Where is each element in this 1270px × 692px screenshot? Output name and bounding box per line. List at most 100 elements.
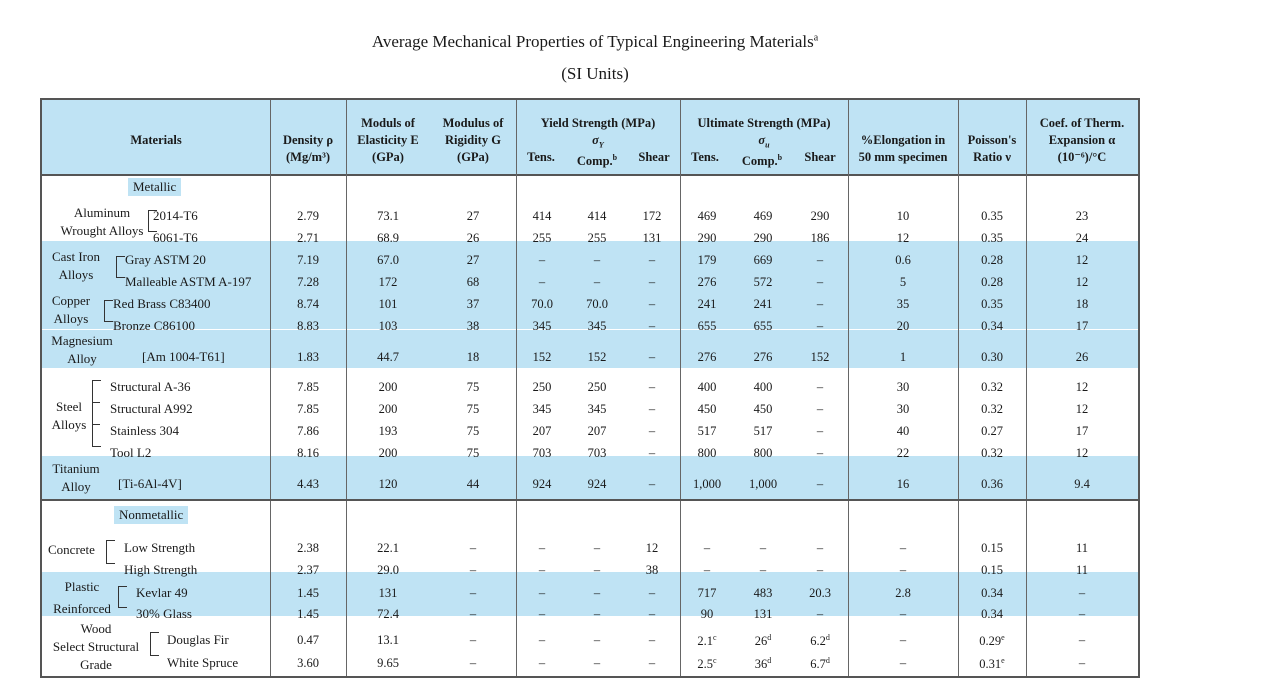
cell-us: –: [816, 607, 824, 621]
cell-d: 2.79: [297, 209, 319, 223]
cell-uc: 450: [753, 402, 773, 416]
cell-yt: 414: [532, 209, 552, 223]
group-aluminum: Aluminum Wrought Alloys: [60, 205, 144, 238]
cell-ys: –: [648, 424, 656, 438]
cell-uc: 655: [753, 319, 773, 333]
cell-el: 20: [896, 319, 910, 333]
cell-uc: 26d: [754, 633, 772, 649]
material-name: Gray ASTM 20: [125, 252, 206, 267]
cell-d: 2.38: [297, 541, 319, 555]
group-magnesium: Magnesium Alloy: [51, 333, 113, 366]
cell-g: –: [469, 607, 477, 621]
cell-us: 152: [810, 350, 830, 364]
header-elongation: %Elongation in 50 mm specimen: [858, 133, 948, 164]
header-yield-strength: Yield Strength (MPa) σY: [540, 116, 656, 150]
cell-nu: 0.30: [981, 350, 1003, 364]
cell-yt: 207: [532, 424, 552, 438]
cell-e: 13.1: [377, 633, 399, 647]
cell-a: –: [1078, 586, 1086, 600]
cell-a: 12: [1075, 380, 1089, 394]
cell-g: 68: [466, 275, 480, 289]
cell-ut: 276: [697, 350, 717, 364]
cell-us: 20.3: [809, 586, 831, 600]
cell-yc: –: [593, 563, 601, 577]
material-name: 30% Glass: [136, 606, 192, 621]
cell-uc: 400: [753, 380, 773, 394]
material-name: Malleable ASTM A-197: [125, 274, 252, 289]
cell-nu: 0.35: [981, 209, 1003, 223]
cell-ut: 450: [697, 402, 717, 416]
cell-nu: 0.32: [981, 446, 1003, 460]
header-ult-comp: Comp.b: [741, 153, 783, 169]
bracket-plastic: [118, 586, 127, 608]
cell-g: –: [469, 586, 477, 600]
cell-el: –: [899, 656, 907, 670]
cell-yt: –: [538, 586, 546, 600]
cell-e: 67.0: [377, 253, 399, 267]
material-name: Stainless 304: [110, 423, 179, 438]
cell-ut: 717: [697, 586, 717, 600]
cell-a: 23: [1075, 209, 1089, 223]
cell-ut: –: [703, 563, 711, 577]
cell-nu: 0.36: [981, 477, 1003, 491]
cell-yc: 70.0: [586, 297, 608, 311]
cell-yt: –: [538, 563, 546, 577]
cell-yt: 250: [532, 380, 552, 394]
cell-a: 12: [1075, 402, 1089, 416]
cell-us: 6.7d: [810, 656, 830, 672]
cell-us: –: [816, 402, 824, 416]
material-name: [Am 1004-T61]: [142, 349, 225, 364]
material-name: 6061-T6: [153, 230, 198, 245]
row-band: [42, 330, 1138, 368]
cell-yc: –: [593, 253, 601, 267]
cell-uc: 669: [753, 253, 773, 267]
row-band: [42, 241, 1138, 285]
cell-yt: 255: [532, 231, 552, 245]
cell-ut: –: [703, 541, 711, 555]
bracket-steel-tick-2: [92, 424, 100, 425]
header-elasticity: Moduls of Elasticity E (GPa): [357, 116, 419, 164]
cell-yc: 250: [587, 380, 607, 394]
cell-uc: 572: [753, 275, 773, 289]
cell-g: 75: [466, 402, 480, 416]
bracket-copper: [104, 300, 113, 322]
cell-yc: 152: [587, 350, 607, 364]
header-band: [42, 100, 1138, 176]
header-yield-comp: Comp.b: [576, 153, 618, 169]
cell-us: –: [816, 477, 824, 491]
column-divider: [516, 100, 517, 676]
cell-ys: –: [648, 633, 656, 647]
cell-g: 37: [466, 297, 480, 311]
cell-g: 75: [466, 424, 480, 438]
cell-ut: 276: [697, 275, 717, 289]
cell-yt: 345: [532, 402, 552, 416]
cell-ut: 400: [697, 380, 717, 394]
cell-ys: –: [648, 253, 656, 267]
cell-d: 1.83: [297, 350, 319, 364]
cell-nu: 0.32: [981, 380, 1003, 394]
material-name: 2014-T6: [153, 208, 198, 223]
cell-yc: –: [593, 607, 601, 621]
section-metallic: Metallic: [128, 178, 182, 196]
material-name: White Spruce: [167, 655, 239, 670]
cell-uc: 1,000: [748, 477, 778, 491]
cell-nu: 0.32: [981, 402, 1003, 416]
material-name: Red Brass C83400: [113, 296, 211, 311]
cell-ut: 517: [697, 424, 717, 438]
cell-yc: –: [593, 633, 601, 647]
cell-d: 2.71: [297, 231, 319, 245]
cell-us: 6.2d: [810, 633, 830, 649]
header-ult-shear: Shear: [804, 150, 836, 164]
cell-ys: –: [648, 446, 656, 460]
cell-nu: 0.35: [981, 297, 1003, 311]
cell-e: 22.1: [377, 541, 399, 555]
cell-uc: 290: [753, 231, 773, 245]
material-name: Structural A-36: [110, 379, 191, 394]
cell-yt: –: [538, 541, 546, 555]
cell-yc: 345: [587, 319, 607, 333]
header-rigidity: Modulus of Rigidity G (GPa): [442, 116, 504, 164]
cell-e: 120: [378, 477, 398, 491]
column-divider: [1026, 100, 1027, 676]
material-name: [Ti-6Al-4V]: [118, 476, 182, 491]
cell-d: 3.60: [297, 656, 319, 670]
